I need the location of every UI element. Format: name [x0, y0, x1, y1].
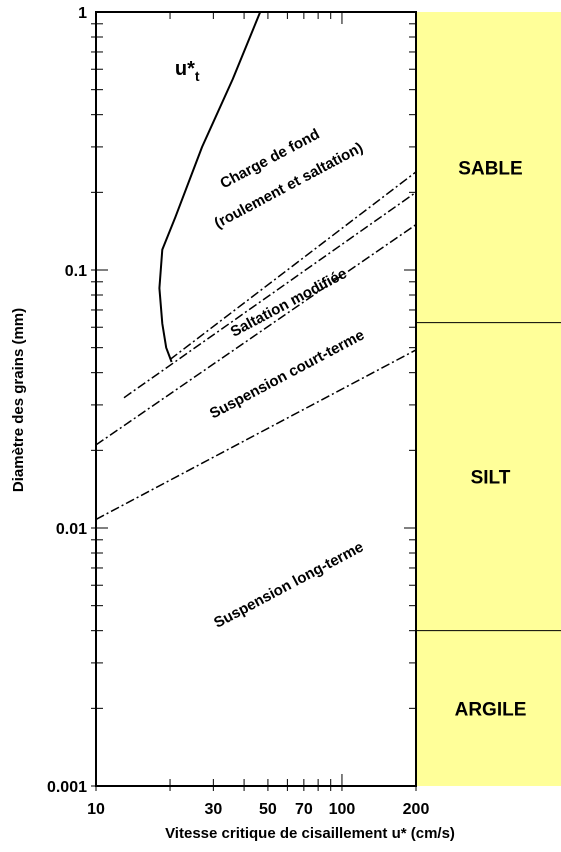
regime-boundary-4: [95, 349, 417, 521]
x-tick-label: 100: [329, 801, 356, 818]
region-label: Suspension long-terme: [211, 538, 366, 631]
regime-boundary-3: [95, 223, 417, 446]
threshold-curve: [158, 11, 262, 363]
y-tick-label: 1: [78, 5, 87, 22]
regime-boundary-1: [169, 171, 417, 361]
x-tick-label: 50: [259, 801, 277, 818]
grain-band-label: ARGILE: [455, 699, 527, 720]
chart-series: [95, 11, 417, 521]
y-tick-label: 0.1: [65, 263, 87, 280]
y-tick-label: 0.001: [47, 779, 87, 796]
x-tick-label: 200: [403, 801, 430, 818]
x-tick-label: 30: [204, 801, 222, 818]
x-axis-label: Vitesse critique de cisaillement u* (cm/…: [165, 825, 455, 842]
region-label: Suspension court-terme: [207, 326, 367, 422]
grain-band-label: SILT: [471, 468, 511, 489]
x-tick-label: 70: [295, 801, 313, 818]
y-axis-label: Diamètre des grains (mm): [10, 308, 27, 492]
threshold-curve-label: u*t: [175, 58, 200, 84]
grain-band-sable: [416, 12, 561, 323]
grain-band-silt: [416, 322, 561, 631]
grain-class-bands: SABLE SILT ARGILE: [416, 12, 561, 786]
grain-band-argile: [416, 630, 561, 786]
region-label: Saltation modifiée: [228, 265, 350, 341]
grain-band-label: SABLE: [458, 158, 522, 179]
y-tick-label: 0.01: [56, 521, 87, 538]
regime-boundary-2: [123, 191, 417, 399]
x-tick-label: 10: [87, 801, 105, 818]
